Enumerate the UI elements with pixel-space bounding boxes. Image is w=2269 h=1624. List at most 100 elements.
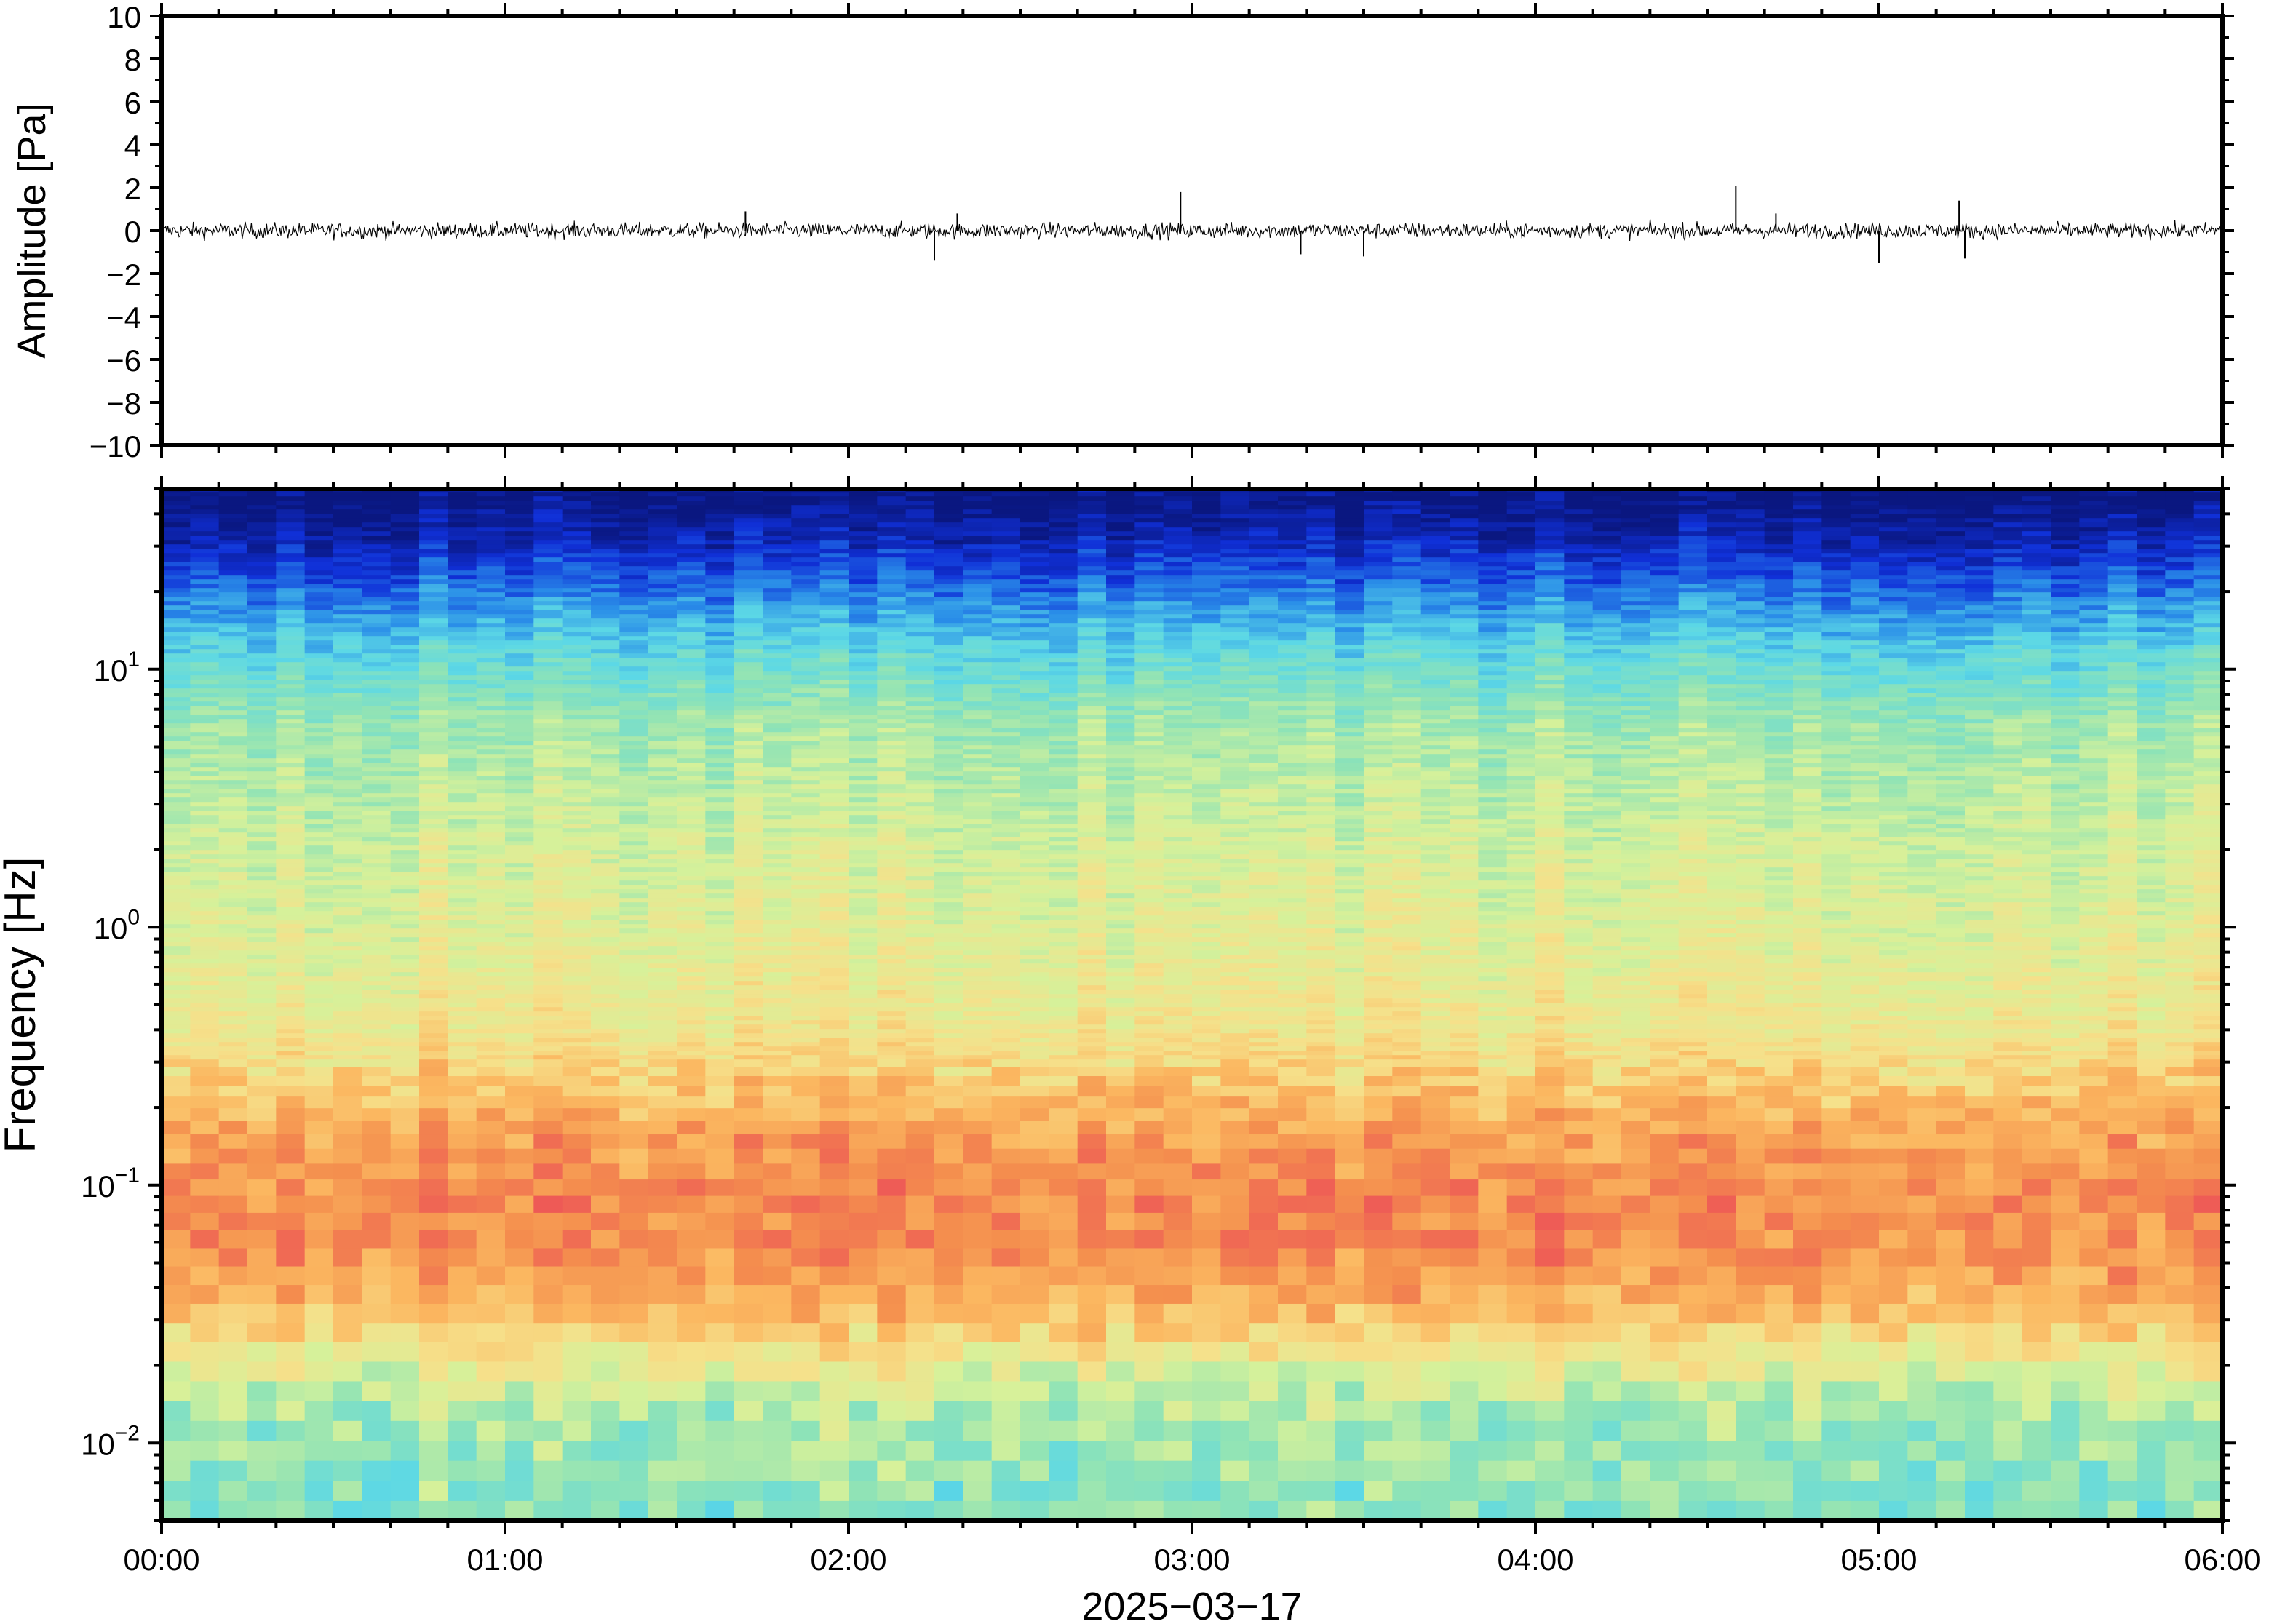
spectrogram-cell [648,696,677,702]
spectrogram-cell [677,984,706,990]
spectrogram-cell [333,1015,362,1021]
spectrogram-cell [390,862,420,868]
spectrogram-cell [705,1015,735,1021]
spectrogram-cell [905,495,935,501]
spectrogram-cell [619,984,649,990]
spectrogram-cell [648,1096,677,1109]
spectrogram-cell [763,535,792,541]
spectrogram-cell [533,845,563,851]
spectrogram-cell [190,766,220,772]
spectrogram-cell [905,683,935,689]
spectrogram-cell [419,976,448,982]
spectrogram-cell [734,679,763,685]
spectrogram-cell [991,823,1021,829]
spectrogram-cell [877,1120,907,1135]
spectrogram-cell [190,971,220,977]
spectrogram-cell [705,858,735,864]
spectrogram-cell [819,723,849,728]
spectrogram-cell [934,1212,963,1230]
spectrogram-cell [591,583,620,589]
spectrogram-cell [448,679,477,685]
spectrogram-cell [390,1212,420,1230]
spectrogram-cell [763,897,792,903]
spectrogram-cell [591,1054,620,1060]
spectrogram-cell [963,915,993,920]
spectrogram-cell [905,1059,935,1067]
spectrogram-cell [849,692,878,698]
spectrogram-cell [963,635,993,641]
spectrogram-cell [763,530,792,536]
spectrogram-cell [190,544,220,549]
spectrogram-cell [963,1046,993,1051]
spectrogram-cell [476,1380,506,1401]
spectrogram-cell [419,1002,448,1008]
spectrogram-cell [819,936,849,942]
spectrogram-cell [849,775,878,781]
spectrogram-cell [505,718,534,724]
spectrogram-cell [963,618,993,624]
spectrogram-cell [849,522,878,528]
spectrogram-cell [905,574,935,580]
spectrogram-cell [304,600,334,606]
spectrogram-cell [390,805,420,811]
spectrogram-cell [533,784,563,789]
spectrogram-cell [791,784,821,789]
spectrogram-cell [677,836,706,842]
spectrogram-cell [591,600,620,606]
spectrogram-cell [304,771,334,776]
spectrogram-cell [819,1148,849,1164]
spectrogram-cell [591,609,620,615]
spectrogram-cell [276,727,306,733]
spectrogram-cell [218,923,248,929]
spectrogram-cell [304,552,334,558]
spectrogram-cell [190,945,220,951]
spectrogram-cell [533,757,563,763]
spectrogram-cell [963,1195,993,1213]
spectrogram-cell [390,522,420,528]
spectrogram-cell [934,941,963,947]
spectrogram-cell [905,893,935,899]
spectrogram-cell [791,749,821,755]
spectrogram-cell [705,1011,735,1016]
spectrogram-cell [705,923,735,929]
spectrogram-cell [934,958,963,964]
spectrogram-cell [648,1303,677,1324]
spectrogram-cell [333,661,362,667]
spectrogram-cell [791,810,821,816]
spectrogram-cell [162,923,191,929]
spectrogram-cell [562,984,592,990]
spectrogram-cell [476,1265,506,1286]
spectrogram-cell [905,526,935,532]
spectrogram-cell [591,522,620,528]
spectrogram-cell [791,771,821,776]
spectrogram-cell [763,779,792,785]
spectrogram-cell [849,858,878,864]
spectrogram-cell [619,941,649,947]
spectrogram-cell [448,871,477,877]
spectrogram-cell [819,976,849,982]
spectrogram-cell [562,495,592,501]
spectrogram-cell [533,941,563,947]
spectrogram-cell [819,1440,849,1461]
spectrogram-cell [877,967,907,973]
spectrogram-cell [390,989,420,995]
spectrogram-cell [763,1480,792,1501]
spectrogram-cell [877,548,907,554]
spectrogram-cell [162,810,191,816]
spectrogram-cell [448,657,477,663]
spectrogram-cell [905,884,935,890]
spectrogram-cell [677,644,706,650]
spectrogram-cell [162,1006,191,1012]
spectrogram-cell [1020,823,1049,829]
spectrogram-cell [362,1046,392,1051]
spectrogram-cell [247,644,277,650]
spectrogram-cell [333,788,362,794]
spectrogram-cell [419,1028,448,1034]
spectrogram-cell [190,626,220,632]
spectrogram-cell [1020,1085,1049,1097]
spectrogram-cell [734,666,763,672]
spectrogram-cell [963,1075,993,1086]
spectrogram-cell [362,993,392,999]
spectrogram-cell [648,998,677,1003]
spectrogram-cell [162,1460,191,1481]
